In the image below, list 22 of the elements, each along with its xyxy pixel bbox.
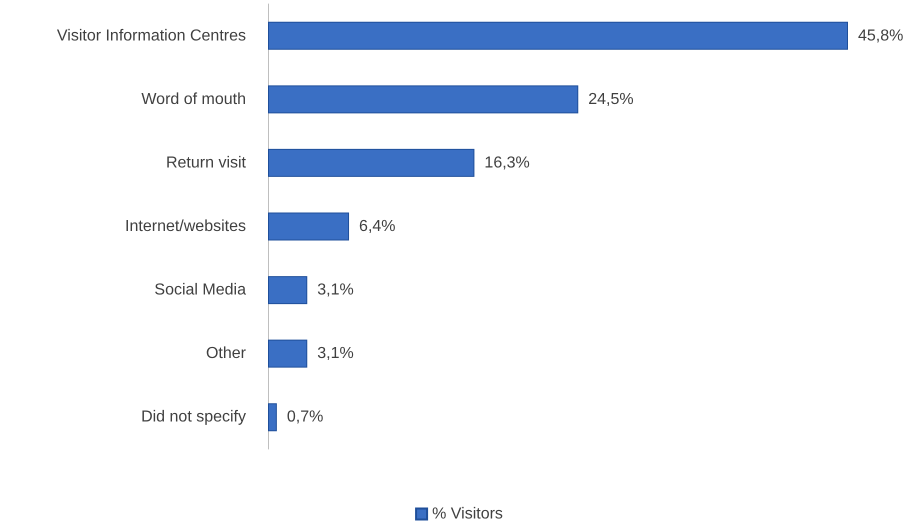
data-label: 3,1% — [317, 282, 354, 299]
y-tick-label: Visitor Information Centres — [56, 27, 246, 44]
bar — [268, 148, 474, 177]
bar — [268, 22, 848, 50]
legend-label: % Visitors — [432, 506, 503, 522]
data-label: 6,4% — [359, 218, 396, 235]
y-tick-label: Word of mouth — [141, 90, 246, 108]
bar — [268, 403, 277, 432]
y-tick-label: Other — [206, 345, 247, 362]
y-tick-label: Return visit — [166, 154, 247, 172]
data-label: 3,1% — [317, 345, 354, 362]
bar — [268, 276, 308, 304]
bar — [268, 340, 308, 368]
data-label: 16,3% — [484, 154, 530, 172]
y-tick-label: Did not specify — [141, 408, 246, 426]
data-label: 45,8% — [858, 27, 904, 44]
data-label: 0,7% — [286, 408, 324, 426]
y-tick-label: Internet/websites — [125, 218, 246, 235]
bar — [268, 212, 350, 240]
y-tick-label: Social Media — [154, 282, 246, 299]
bar — [268, 85, 578, 114]
data-label: 24,5% — [588, 90, 634, 108]
